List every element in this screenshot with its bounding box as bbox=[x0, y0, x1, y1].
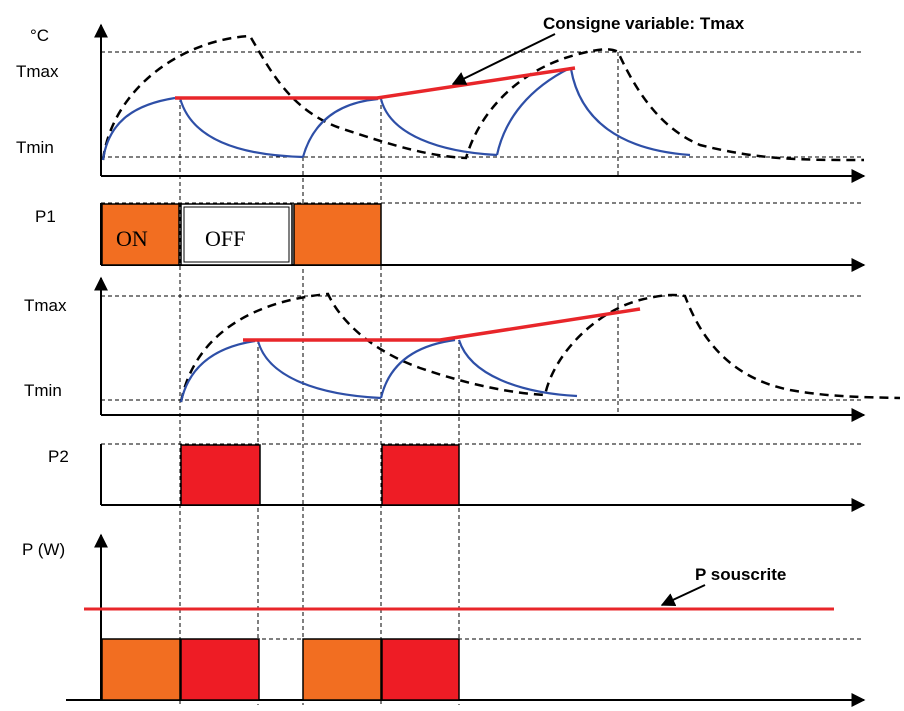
temp-curve-1a bbox=[101, 96, 176, 161]
p1-label: P1 bbox=[35, 207, 56, 226]
ideal-curve-panel-1 bbox=[101, 34, 865, 162]
power-axis-label: P (W) bbox=[22, 540, 65, 559]
temp-curve-1e bbox=[495, 67, 571, 156]
p1-on-block-2 bbox=[293, 203, 382, 266]
temperature-panel-1: °C Tmax Tmin Consigne variable: Tmax bbox=[16, 14, 866, 183]
setpoint-line-panel-2 bbox=[243, 307, 641, 342]
temp-curve-1d bbox=[379, 98, 498, 157]
power-block-p1-2 bbox=[302, 638, 382, 701]
power-panel: P (W) P souscrite bbox=[22, 533, 866, 707]
p2-command-row: P2 bbox=[48, 443, 866, 512]
setpoint-callout: Consigne variable: Tmax bbox=[543, 14, 745, 33]
temp-curve-2a bbox=[179, 339, 256, 403]
p1-off-block-inner bbox=[183, 206, 290, 263]
power-block-p2-1 bbox=[180, 638, 260, 701]
tmax-label-panel-1: Tmax bbox=[16, 62, 59, 81]
p1-on-block-1 bbox=[101, 203, 180, 266]
p2-label: P2 bbox=[48, 447, 69, 466]
tmax-label-panel-2: Tmax bbox=[24, 296, 67, 315]
tmin-label-panel-2: Tmin bbox=[24, 381, 62, 400]
temp-curve-2c bbox=[379, 338, 456, 399]
p1-off-label: OFF bbox=[205, 226, 245, 251]
temp-curve-2d bbox=[457, 339, 578, 398]
unit-label: °C bbox=[30, 26, 49, 45]
p2-on-block-2 bbox=[381, 444, 460, 506]
temp-curve-1c bbox=[301, 97, 379, 158]
ideal-curve-panel-2 bbox=[179, 292, 901, 403]
setpoint-callout-arrow bbox=[451, 33, 556, 85]
p1-off-block bbox=[180, 203, 293, 266]
temp-curve-1b bbox=[178, 97, 304, 159]
p1-command-row: P1 ON OFF bbox=[35, 202, 866, 272]
temp-curve-1f bbox=[569, 68, 691, 157]
subscribed-power-callout: P souscrite bbox=[695, 565, 786, 584]
power-block-p2-2 bbox=[381, 638, 460, 701]
subscribed-power-arrow bbox=[660, 584, 706, 607]
p1-on-label: ON bbox=[116, 226, 148, 251]
tmin-label-panel-1: Tmin bbox=[16, 138, 54, 157]
temp-curve-2b bbox=[256, 340, 382, 400]
power-block-p1-1 bbox=[101, 638, 181, 701]
p2-on-block-1 bbox=[180, 444, 261, 506]
setpoint-line-panel-1 bbox=[175, 66, 576, 100]
temperature-panel-2: Tmax Tmin bbox=[24, 276, 901, 422]
